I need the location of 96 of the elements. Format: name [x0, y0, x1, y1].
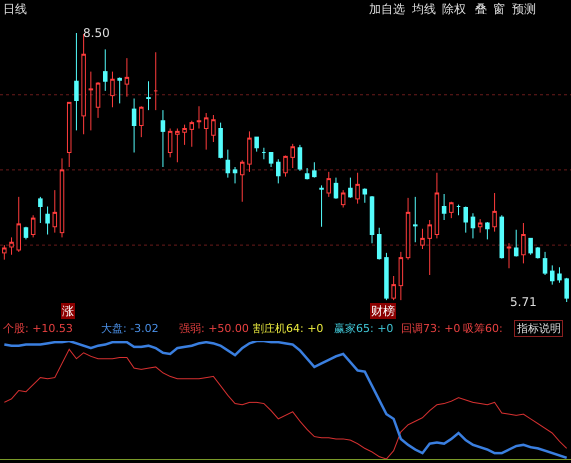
- candlestick: [355, 172, 360, 204]
- candlestick: [326, 171, 332, 198]
- candlestick: [240, 160, 245, 202]
- candlestick: [557, 266, 562, 284]
- text: 割庄机64: +0: [253, 322, 324, 335]
- candlestick: [564, 277, 569, 302]
- candlestick: [38, 196, 43, 224]
- candlestick: [110, 71, 115, 108]
- text: 吸筹60:: [463, 322, 503, 335]
- candlestick: [160, 110, 166, 168]
- candlestick: [182, 124, 187, 146]
- candlestick: [290, 143, 295, 168]
- candlestick: [304, 167, 310, 180]
- candlestick: [16, 196, 22, 252]
- candlestick: [434, 172, 440, 239]
- text: 窗: [493, 2, 505, 16]
- candlestick: [117, 76, 122, 104]
- candlestick: [514, 229, 518, 258]
- candlestick: [463, 206, 468, 234]
- candlestick: [45, 206, 50, 236]
- candlestick: [190, 120, 194, 148]
- text: 加自选: [369, 2, 405, 16]
- candlestick: [96, 82, 100, 118]
- candlestick: [262, 147, 266, 160]
- text: 日线: [3, 2, 27, 16]
- candlestick: [298, 144, 302, 172]
- candlestick: [226, 149, 230, 178]
- candlestick: [391, 275, 396, 301]
- candlestick: [139, 106, 144, 138]
- candlestick: [550, 264, 555, 286]
- candlestick: [340, 190, 346, 208]
- text: 赢家65: +0: [334, 322, 394, 335]
- candlestick: [485, 221, 490, 240]
- candlestick: [218, 122, 223, 159]
- candlestick: [24, 226, 28, 240]
- candlestick: [254, 136, 259, 152]
- candlestick: [542, 251, 548, 276]
- candlestick: [370, 195, 374, 244]
- candlestick: [124, 58, 130, 98]
- candlestick: [420, 228, 425, 250]
- text: 大盘: -3.02: [101, 322, 159, 335]
- candlestick: [52, 190, 58, 234]
- candlestick: [88, 71, 94, 131]
- text: 均线: [411, 2, 436, 16]
- candlestick: [413, 196, 418, 243]
- candlestick: [506, 242, 512, 269]
- candlestick: [312, 162, 317, 178]
- candlestick: [30, 214, 36, 238]
- annotation: 8.50: [83, 26, 110, 40]
- candlestick: [521, 222, 526, 264]
- text: 除权: [442, 2, 466, 16]
- candlestick: [384, 252, 389, 301]
- candlestick: [60, 158, 64, 238]
- candlestick: [204, 112, 208, 150]
- candlestick: [456, 204, 461, 216]
- candlestick: [376, 227, 382, 260]
- candlestick: [268, 152, 274, 168]
- text: 指标说明: [516, 322, 561, 335]
- candlestick: [334, 177, 338, 200]
- candlestick: [362, 188, 368, 204]
- candlestick: [66, 102, 72, 168]
- candlestick: [132, 98, 136, 154]
- candlestick: [536, 246, 540, 260]
- candlestick: [442, 194, 446, 221]
- candlestick: [319, 184, 324, 228]
- text: 回调73: +0: [401, 322, 460, 335]
- candlestick: [9, 236, 14, 256]
- candlestick: [196, 106, 202, 129]
- text: 个股: +10.53: [3, 322, 73, 335]
- text: 预测: [512, 2, 536, 16]
- candlestick: [500, 214, 504, 260]
- candlestick: [211, 114, 216, 142]
- candlestick: [406, 197, 410, 260]
- candlestick: [168, 128, 172, 158]
- candlestick: [276, 158, 281, 184]
- candlestick: [153, 52, 158, 111]
- candlestick: [478, 218, 482, 234]
- candlestick: [427, 220, 432, 276]
- candlestick: [175, 128, 180, 163]
- candlestick: [528, 238, 533, 256]
- candlestick: [247, 130, 252, 172]
- text: 强弱: +50.00: [179, 322, 249, 335]
- candlestick: [232, 166, 238, 184]
- text: 叠: [475, 2, 487, 16]
- candlestick: [102, 48, 108, 92]
- candlestick: [74, 32, 79, 131]
- candlestick: [470, 212, 476, 239]
- candlestick: [348, 177, 353, 198]
- candlestick: [398, 251, 404, 301]
- annotation: 5.71: [510, 295, 537, 309]
- text: 涨: [62, 304, 74, 318]
- text: 财榜: [371, 304, 395, 318]
- candlestick: [492, 192, 497, 232]
- candlestick: [449, 201, 454, 219]
- candlestick: [283, 154, 288, 178]
- candlestick: [146, 80, 151, 111]
